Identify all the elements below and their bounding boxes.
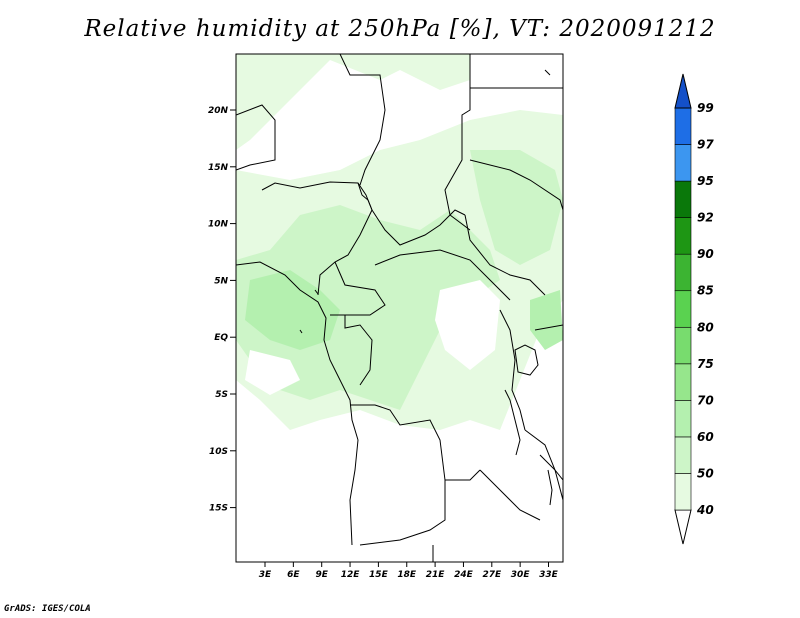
border-nigeria [261,181,373,211]
lon-label: 27E [482,570,502,580]
border-sudan-east [469,159,563,211]
lon-label: 21E [426,570,446,580]
colorbar-label: 75 [697,357,714,371]
lon-label: 6E [287,570,300,580]
lat-label: 10N [208,220,229,230]
lon-label: 33E [539,570,559,580]
colorbar-label: 97 [697,138,714,152]
border-chad-car [371,209,466,246]
border-angola-namibia [349,439,359,546]
border-congo [334,261,386,316]
colorbar: 40 50 60 70 75 80 85 90 92 95 97 99 [674,73,714,545]
colorbar-segment [674,400,692,438]
humidity-zone-east-core [530,290,563,350]
border-south-sudan [464,214,546,296]
lat-label: 10S [209,447,228,457]
colorbar-label: 40 [696,503,714,517]
colorbar-segment [674,180,692,218]
lat-label: 15N [208,163,229,173]
lon-label: 30E [511,570,531,580]
humidity-zone-core [245,270,340,350]
latitude-axis: 20N 15N 10N 5N EQ 5S 10S 15S [208,106,236,514]
border-car-south [374,249,511,301]
border-cameroon-north [357,182,373,211]
dry-patch-south [245,350,300,395]
lon-label: 9E [315,570,328,580]
dry-patch-center [435,280,500,370]
border-angola-zambia [359,480,446,546]
colorbar-segment [674,217,692,255]
lat-label: 20N [208,106,229,116]
colorbar-label: 60 [697,430,714,444]
border-lake-tanganyika [504,389,521,456]
colorbar-label: 80 [697,320,714,334]
lon-label: 18E [397,570,417,580]
border-lake-malawi [547,469,553,506]
border-islands [299,69,551,334]
colorbar-segment [674,473,692,511]
colorbar-segment [674,436,692,474]
lon-label: 15E [369,570,389,580]
border-zambia-zimbabwe [479,469,541,521]
colorbar-segment [674,253,692,292]
colorbar-segment [674,73,692,109]
lat-label: 5N [214,276,228,286]
border-drc-east [499,309,526,431]
humidity-zone-north [236,54,470,150]
lon-label: 24E [454,570,474,580]
border-sahara [339,54,386,186]
colorbar-segment [674,290,692,328]
country-borders [236,54,563,562]
border-mozambique [539,454,563,501]
humidity-field [236,54,563,430]
border-niger-nigeria [236,104,276,171]
colorbar-segment [674,509,692,545]
colorbar-label: 95 [697,174,714,188]
longitude-axis: 3E 6E 9E 12E 15E 18E 21E 24E 27E 30E 33E [259,562,559,580]
lat-label: 5S [215,390,228,400]
colorbar-segment [674,363,692,401]
humidity-zone-west [236,205,500,410]
colorbar-label: 85 [697,284,714,298]
coastline-west [236,261,359,441]
colorbar-label: 90 [697,247,714,261]
lat-label: 15S [209,504,228,514]
border-drc-angola [350,404,481,481]
humidity-zone-east [470,150,563,265]
lat-label: EQ [214,333,228,343]
lon-label: 3E [259,570,272,580]
colorbar-segment [674,107,692,145]
border-nigeria-cameroon [317,209,373,296]
colorbar-label: 70 [697,393,714,407]
colorbar-label: 92 [697,211,714,225]
map-frame [235,53,564,563]
border-gabon-congo [330,314,373,386]
lon-label: 12E [341,570,361,580]
border-lake-victoria [514,344,539,376]
colorbar-label: 50 [697,466,714,480]
border-tanzania [524,429,563,481]
colorbar-label: 99 [697,101,714,115]
credit-label: GrADS: IGES/COLA [4,604,91,614]
colorbar-segment [674,326,692,365]
chart-title: Relative humidity at 250hPa [%], VT: 202… [84,16,716,42]
border-kenya [534,324,563,331]
colorbar-segment [674,144,692,182]
